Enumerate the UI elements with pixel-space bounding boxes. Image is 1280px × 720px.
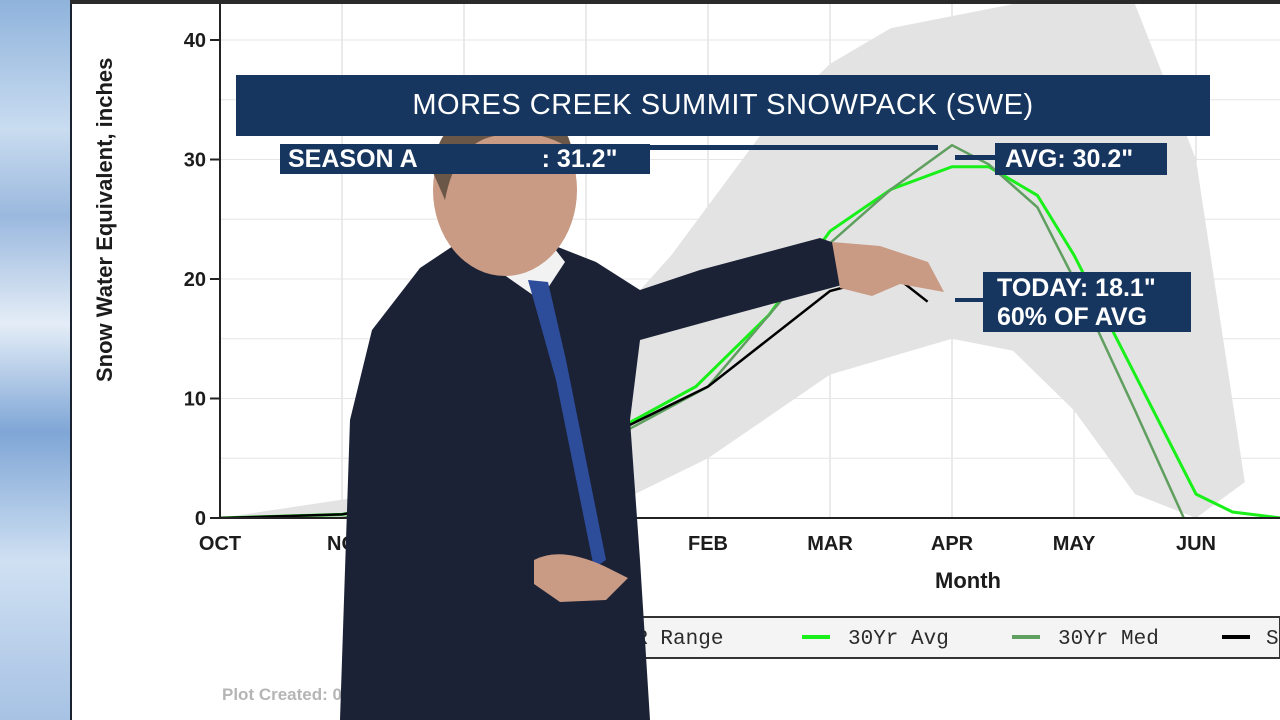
- x-tick-labels: OCT NO FEB MAR APR MAY JUN: [199, 533, 1216, 555]
- x-tick-label: MAY: [1053, 533, 1096, 555]
- presenter-tie: [528, 280, 606, 568]
- today-connector: [955, 298, 985, 302]
- plot-created-text: Plot Created: 03: [222, 685, 351, 704]
- legend-label-avg: 30Yr Avg: [848, 628, 949, 651]
- presenter-lower-hand: [534, 554, 628, 602]
- x-tick-label: JUN: [1176, 533, 1216, 555]
- x-tick-label: APR: [931, 533, 974, 555]
- season-max-value: : 31.2": [541, 145, 618, 173]
- sky-background-strip: [0, 0, 70, 720]
- x-tick-label: FEB: [688, 533, 728, 555]
- presenter-pointing-hand: [832, 242, 944, 296]
- y-tick-label: 0: [195, 508, 206, 530]
- legend-entry-current: S: [1222, 628, 1279, 651]
- x-tick-label: MAR: [807, 533, 853, 555]
- y-tick-labels: 0 10 20 30 40: [184, 30, 220, 530]
- presenter-body: [340, 238, 842, 720]
- season-max-text: SEASON A: [288, 145, 418, 173]
- y-axis-title: Snow Water Equivalent, inches: [92, 58, 117, 382]
- legend-entry-avg: 30Yr Avg: [802, 628, 949, 651]
- top-border: [70, 0, 1280, 4]
- avg-connector: [955, 155, 995, 160]
- legend-label-median: 30Yr Med: [1058, 628, 1159, 651]
- season-max-connector: [650, 145, 938, 150]
- y-tick-label: 30: [184, 150, 206, 172]
- x-tick-label: OCT: [199, 533, 241, 555]
- y-tick-label: 20: [184, 269, 206, 291]
- x-axis-title: Month: [935, 568, 1001, 593]
- today-percent: 60% OF AVG: [997, 303, 1148, 331]
- chart-title-banner: MORES CREEK SUMMIT SNOWPACK (SWE): [236, 75, 1210, 136]
- today-value: TODAY: 18.1": [997, 274, 1156, 302]
- avg-label: AVG: 30.2": [995, 143, 1167, 175]
- legend-label-current: S: [1266, 628, 1279, 651]
- y-tick-label: 10: [184, 389, 206, 411]
- y-tick-label: 40: [184, 30, 206, 52]
- sky-divider: [70, 0, 72, 720]
- legend-entry-median: 30Yr Med: [1012, 628, 1159, 651]
- season-max-label: SEASON A : 31.2": [280, 144, 650, 174]
- today-label: TODAY: 18.1" 60% OF AVG: [983, 272, 1191, 332]
